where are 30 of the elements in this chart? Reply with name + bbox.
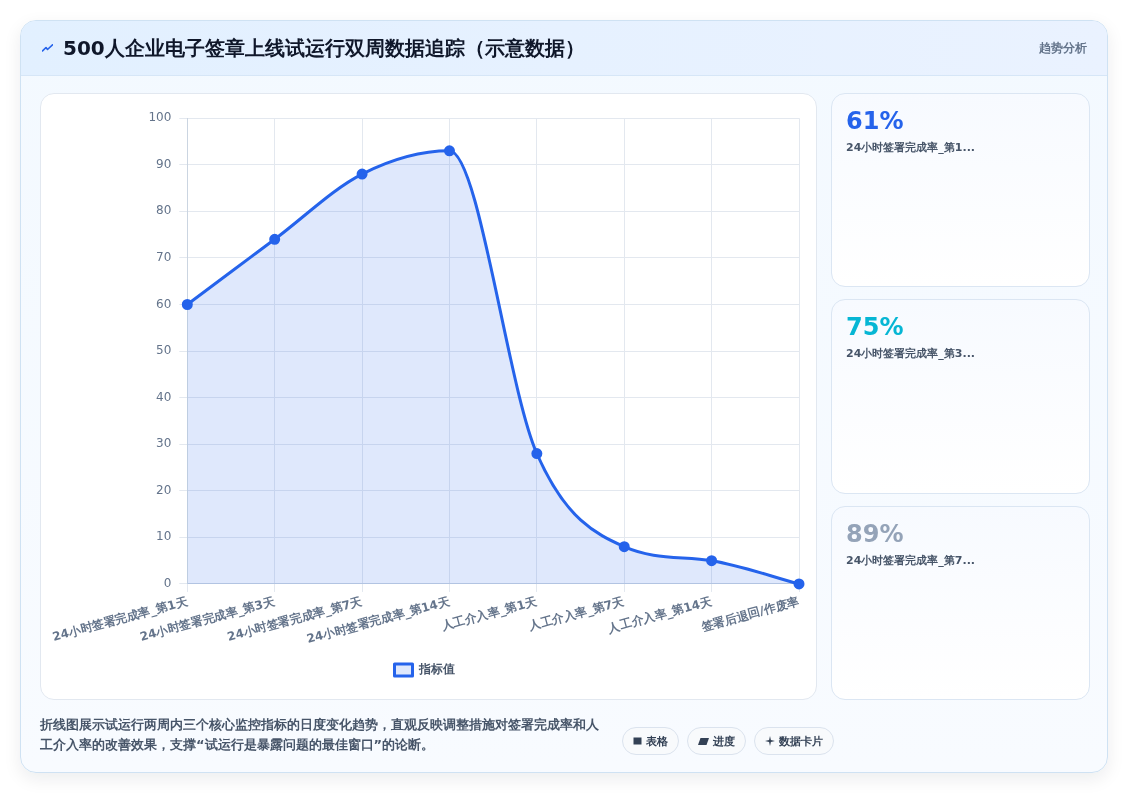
text: 24小时签署完成率_第1... [846,140,976,155]
point [356,168,368,180]
text: 折线图展示试运行两周内三个核心监控指标的日度变化趋势，直观反映调整措施对签署完成率和人工介入率的改善效果，支撑“试运行是暴露问题的最佳窗口”的论断。 [40,716,600,754]
y-tick-label: 30 [156,436,172,451]
y-tick-label: 0 [163,576,172,591]
legend-label: 指标值 [417,662,455,677]
y-tick-label: 100 [148,110,172,125]
text: 75% [846,312,905,343]
text: 61% [846,106,905,136]
text: 89% [846,518,905,549]
text: 表格 [646,733,668,749]
y-tick-label: 70 [156,250,172,265]
text: 24小时签署完成率_第7... [846,552,976,568]
text: 24小时签署完成率_第3... [846,346,976,362]
point [269,233,281,245]
y-tick-label: 40 [156,389,172,404]
point [706,555,718,567]
point [618,541,630,553]
text: 趋势分析 [1039,39,1087,57]
text: 进度 [713,733,735,749]
y-tick-label: 80 [156,203,172,218]
y-tick-label: 50 [156,343,172,358]
y-tick-label: 20 [156,482,172,497]
y-tick-label: 60 [156,296,172,311]
y-tick-label: 90 [156,156,172,171]
point [443,145,455,157]
y-tick-label: 10 [156,529,172,544]
chart-title: 500人企业电子签章上线试运行双周数据追踪（示意数据） [63,34,586,62]
point [531,448,543,460]
text: 数据卡片 [779,733,823,749]
